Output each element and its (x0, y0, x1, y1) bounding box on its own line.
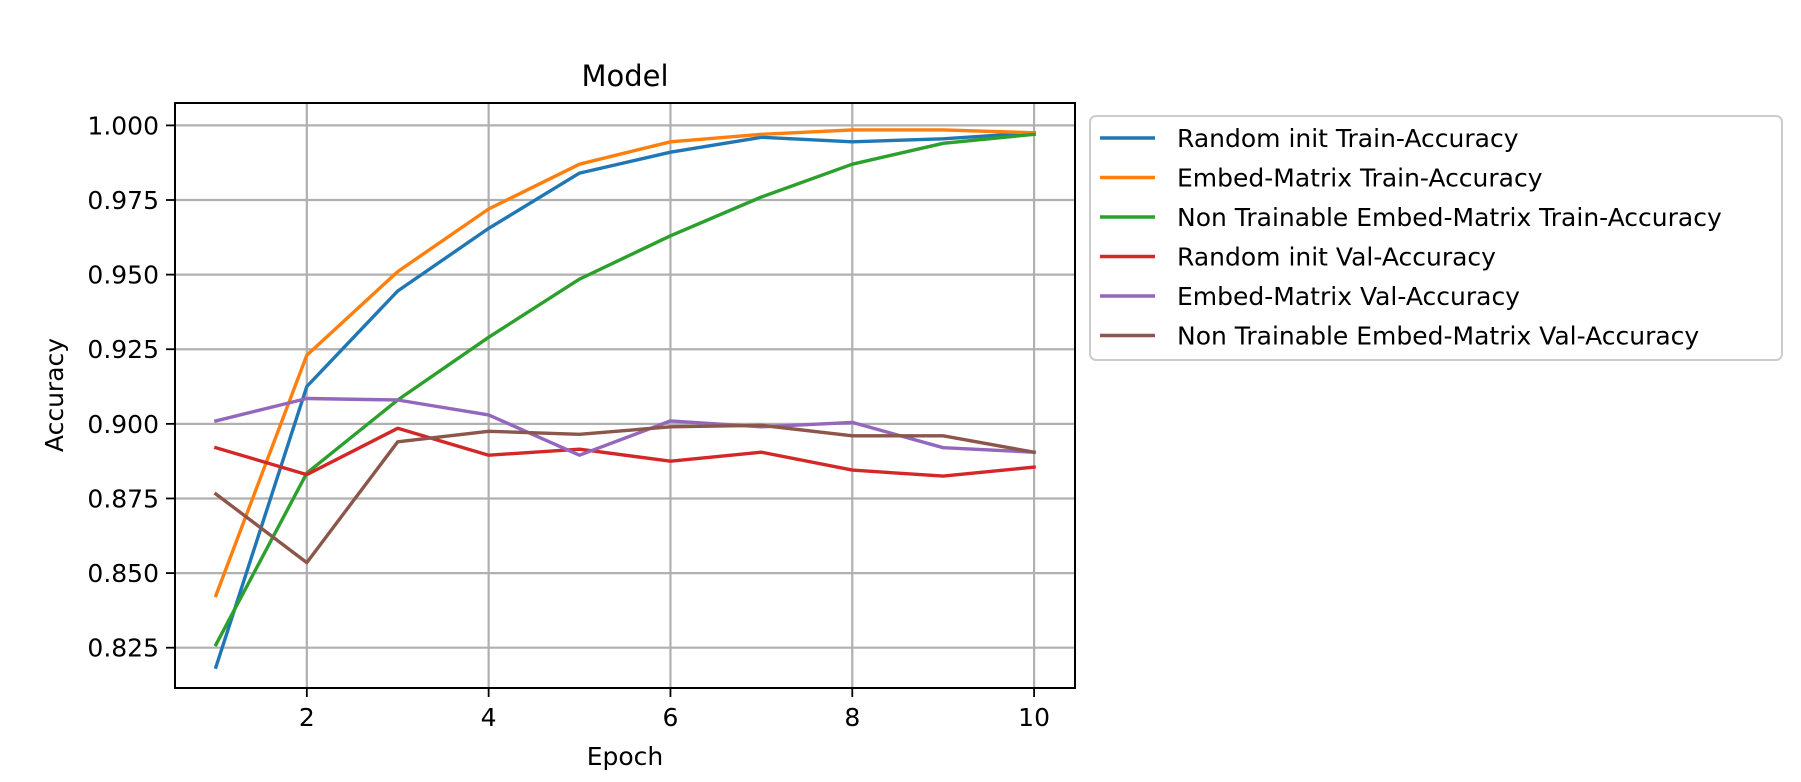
x-tick-label: 10 (1018, 703, 1050, 732)
legend-label: Random init Val-Accuracy (1177, 243, 1496, 272)
y-axis-label: Accuracy (40, 338, 69, 452)
x-tick-label: 8 (844, 703, 860, 732)
legend-label: Embed-Matrix Val-Accuracy (1177, 282, 1520, 311)
x-tick-label: 2 (299, 703, 315, 732)
series-line (213, 128, 1036, 598)
x-axis-label: Epoch (587, 742, 664, 771)
legend-label: Embed-Matrix Train-Accuracy (1177, 164, 1543, 193)
x-tick-label: 6 (663, 703, 679, 732)
series-layer (213, 128, 1037, 670)
series-line (213, 130, 1036, 670)
series-line (213, 423, 1037, 565)
plot-frame (174, 102, 1076, 689)
x-tick-label: 4 (481, 703, 497, 732)
legend: Random init Train-Accuracy Embed-Matrix T… (1089, 115, 1783, 361)
y-tick-label: 0.825 (87, 634, 159, 663)
y-tick-label: 1.000 (87, 111, 159, 140)
series-line (213, 426, 1036, 478)
series-line (213, 132, 1036, 647)
y-tick-label: 0.850 (87, 559, 159, 588)
legend-label: Non Trainable Embed-Matrix Train-Accurac… (1177, 203, 1722, 232)
grid-layer (175, 103, 1075, 688)
y-tick-label: 0.950 (87, 261, 159, 290)
legend-label: Random init Train-Accuracy (1177, 124, 1519, 153)
tick-layer: 2 4 6 8 10 0.825 0.850 0.875 0.900 0.925 0.950 0.97… (87, 111, 1050, 732)
legend-label: Non Trainable Embed-Matrix Val-Accuracy (1177, 322, 1699, 351)
chart-title: Model (581, 59, 668, 93)
y-tick-label: 0.975 (87, 186, 159, 215)
y-tick-label: 0.900 (87, 410, 159, 439)
y-tick-label: 0.925 (87, 335, 159, 364)
y-tick-label: 0.875 (87, 484, 159, 513)
legend-frame (1089, 115, 1783, 361)
